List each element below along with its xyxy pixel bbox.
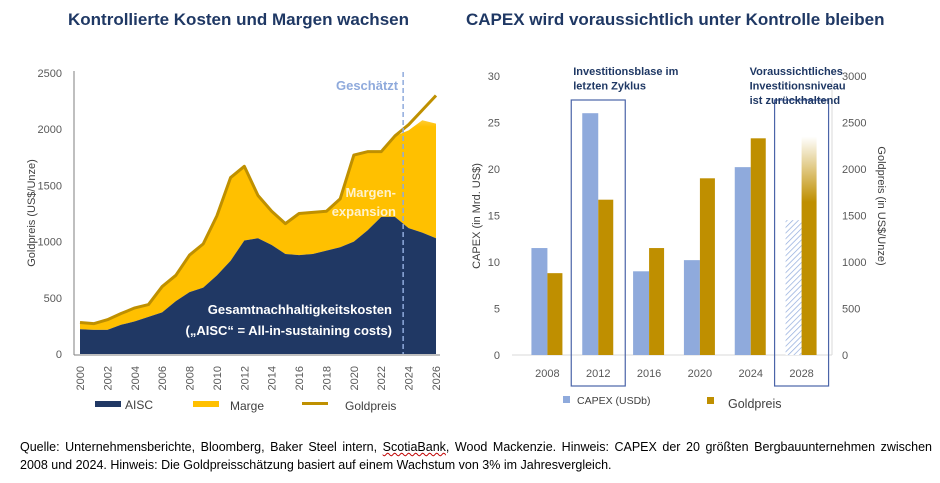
right-y2-tick-label: 0 [842,350,848,362]
goldprice-line [79,94,438,326]
capex-bar-projected [785,220,802,355]
highlight-box-label-2028: Voraussichtliches [750,66,843,78]
capex-bar [734,167,751,355]
right-y-axis-title: CAPEX (in Mrd. US$) [471,163,483,269]
left-y-tick-label: 1500 [38,180,62,192]
cost-margin-area-chart: 0 500 1000 1500 2000 2500 Goldpreis (US$/Unze… [26,68,443,413]
left-x-tick-label: 2020 [349,366,361,390]
source-footnote: Quelle: Unternehmensberichte, Bloomberg,… [20,438,932,474]
left-x-tick-label: 2012 [239,366,251,390]
left-x-tick-label: 2002 [102,366,114,390]
left-x-tick-label: 2000 [75,366,87,390]
left-x-tick-label: 2016 [294,366,306,390]
left-y-tick-label: 1000 [38,237,62,249]
legend-swatch-marge [193,401,219,407]
legend-swatch-goldpreis [302,402,328,405]
estimate-label: Geschätzt [336,78,399,93]
margin-annotation-line2: expansion [332,204,396,219]
right-y-tick-label: 25 [488,118,500,130]
right-y2-tick-label: 2000 [842,164,866,176]
legend-swatch-capex [563,396,570,403]
left-x-tick-label: 2026 [431,366,443,390]
right-x-tick-label: 2020 [688,368,712,380]
left-x-tick-label: 2004 [130,366,142,390]
goldprice-bar [598,199,614,355]
highlight-box-label-2012: Investitionsblase im [573,66,678,78]
capex-bar [633,271,650,355]
footnote-part2: , Wood Mackenzie. Hinweis: CAPEX der 20 … [20,440,932,472]
goldprice-bar [750,138,766,355]
right-x-tick-label: 2012 [586,368,610,380]
margin-area [80,120,436,330]
legend-label-goldpreis: Goldpreis [345,399,396,413]
left-x-tick-label: 2010 [212,366,224,390]
right-y-tick-label: 5 [494,304,500,316]
legend-label-capex: CAPEX (USDb) [577,395,651,407]
capex-bar [582,113,599,355]
right-x-tick-label: 2016 [637,368,661,380]
right-x-tick-label: 2028 [789,368,813,380]
highlight-box-label-2012: letzten Zyklus [573,81,646,93]
right-y-tick-label: 30 [488,71,500,83]
highlight-box-2012 [570,99,626,387]
left-x-tick-label: 2022 [376,366,388,390]
right-x-tick-label: 2024 [739,368,763,380]
highlight-box-2028 [773,99,830,387]
goldprice-bar [649,248,665,355]
goldprice-bar-projected [801,136,817,355]
aisc-annotation-line2: („AISC“ = All-in-sustaining costs) [186,323,392,338]
right-y2-tick-label: 3000 [842,71,866,83]
right-y-tick-label: 10 [488,257,500,269]
right-y2-tick-label: 2500 [842,118,866,130]
margin-annotation-line1: Margen- [345,185,396,200]
left-x-tick-label: 2024 [404,366,416,390]
left-x-tick-label: 2014 [267,366,279,390]
capex-bar [531,248,548,355]
aisc-area [80,216,436,354]
aisc-annotation-line1: Gesamtnachhaltigkeitskosten [208,302,392,317]
right-y-tick-label: 0 [494,350,500,362]
highlight-box-label-2028: Investitionsniveau [750,81,846,93]
legend-swatch-goldpreis-bar [707,397,714,404]
goldprice-bar [699,178,715,355]
footnote-scotiabank: ScotiaBank [382,440,446,454]
right-y2-tick-label: 500 [842,304,860,316]
legend-label-aisc: AISC [125,398,153,412]
capex-bar [683,260,700,355]
left-y-tick-label: 2000 [38,124,62,136]
right-y2-tick-label: 1000 [842,257,866,269]
left-chart-title: Kontrollierte Kosten und Margen wachsen [68,10,409,29]
right-y-tick-label: 15 [488,211,500,223]
right-y2-axis-title: Goldpreis (in US$/Unze) [875,146,887,265]
legend-swatch-aisc [95,401,121,407]
goldprice-bar [547,273,563,355]
footnote-part1: Quelle: Unternehmensberichte, Bloomberg,… [20,440,383,454]
right-y2-tick-label: 1500 [842,211,866,223]
right-y-tick-label: 20 [488,164,500,176]
left-y-axis-title: Goldpreis (US$/Unze) [26,159,38,267]
left-y-tick-label: 500 [44,293,62,305]
highlight-box-label-2028: ist zurückhaltend [750,95,840,107]
left-y-tick-label: 2500 [38,68,62,80]
right-chart-title: CAPEX wird voraussichtlich unter Kontrol… [466,10,885,29]
left-x-tick-label: 2018 [321,366,333,390]
legend-label-marge: Marge [230,399,264,413]
left-x-tick-label: 2008 [185,366,197,390]
left-y-tick-label: 0 [56,349,62,361]
legend-label-goldpreis-bar: Goldpreis [728,397,782,411]
left-x-tick-label: 2006 [157,366,169,390]
right-x-tick-label: 2008 [535,368,559,380]
